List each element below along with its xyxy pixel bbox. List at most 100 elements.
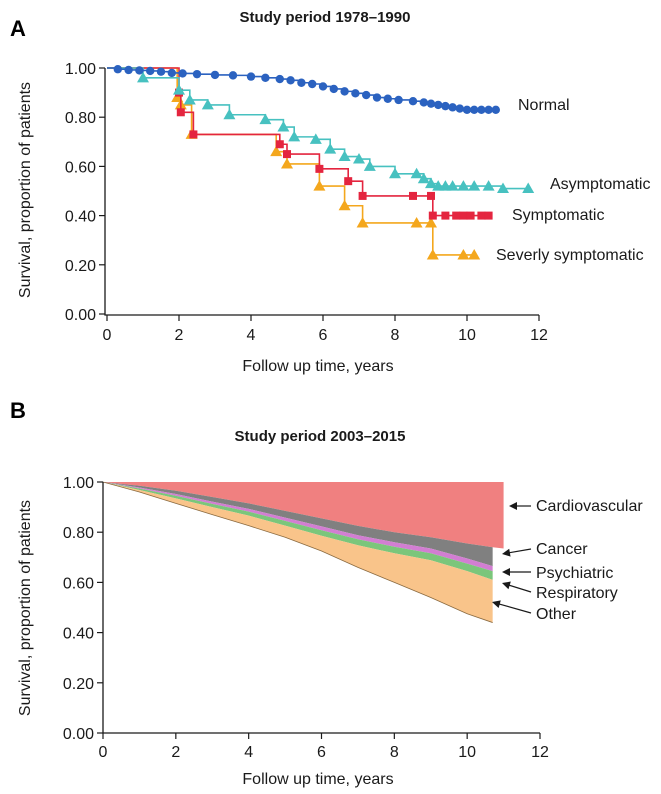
data-point: [441, 211, 450, 220]
data-point: [383, 94, 392, 103]
arrow-respiratory: [507, 584, 532, 593]
data-point: [309, 133, 322, 144]
arrow-cancer: [507, 548, 532, 554]
data-point: [288, 130, 301, 142]
data-point: [113, 65, 123, 74]
panel-b-category-labels: Cardiovascular Cancer Psychiatric Respirato…: [492, 498, 643, 623]
data-point: [408, 97, 418, 106]
data-point: [201, 98, 214, 110]
data-point: [167, 68, 176, 78]
data-point: [497, 182, 509, 194]
data-point: [427, 191, 435, 200]
data-point: [441, 101, 450, 111]
data-point: [482, 180, 495, 191]
data-point: [425, 216, 437, 228]
panel-a-ytick-label: 0.60: [65, 159, 96, 176]
data-point: [452, 211, 461, 220]
area-cardiovascular: [103, 482, 504, 549]
data-point: [176, 108, 185, 117]
data-point: [351, 89, 360, 98]
panel-b-xtick-label: 4: [244, 744, 253, 761]
data-point: [459, 211, 468, 220]
panel-b-ticks: 0 2 4 6 8 10 12 0.00 0.20 0.40 0.60 0.80 1.00: [63, 475, 549, 761]
panel-a-xtick-label: 2: [175, 327, 184, 344]
data-point: [297, 78, 306, 87]
series-severly-symptomatic: [107, 67, 481, 260]
data-point: [426, 248, 439, 260]
panel-b-ytick-label: 1.00: [63, 475, 94, 492]
data-point: [261, 73, 270, 83]
data-point: [353, 153, 365, 164]
data-point: [484, 211, 493, 220]
data-point: [210, 70, 220, 80]
data-point: [470, 105, 479, 115]
panel-a-ytick-label: 1.00: [65, 61, 96, 78]
data-point: [356, 216, 369, 228]
panel-a-xtick-label: 10: [458, 327, 476, 344]
panel-a-ylabel: Survival, proportion of patients: [17, 82, 34, 298]
panel-a: A Study period 1978–1990 0 2 4 6 8 10 12 0.00 0.…: [10, 9, 650, 375]
data-point: [338, 199, 351, 211]
arrow-other: [497, 603, 532, 614]
panel-a-title: Study period 1978–1990: [240, 9, 411, 26]
panel-b-xtick-label: 0: [99, 744, 108, 761]
data-point: [468, 248, 481, 260]
arrowhead-psychiatric: [502, 568, 510, 576]
data-point: [183, 93, 196, 105]
data-point: [324, 143, 337, 154]
data-point: [455, 104, 464, 113]
series-label-severly-symptomatic: Severly symptomatic: [496, 247, 644, 264]
data-point: [446, 180, 459, 191]
data-point: [417, 172, 430, 184]
data-point: [362, 90, 371, 100]
data-point: [137, 71, 149, 83]
area-bottom-edge: [102, 481, 493, 623]
data-point: [394, 95, 403, 105]
data-point: [281, 157, 293, 169]
data-point: [275, 140, 284, 149]
data-point: [522, 182, 535, 194]
data-point: [425, 177, 437, 189]
data-point: [135, 66, 144, 75]
series-normal: [107, 65, 500, 115]
data-point: [428, 211, 437, 220]
data-point: [173, 84, 185, 95]
category-label-other: Other: [536, 606, 577, 623]
data-point: [466, 211, 475, 220]
panel-b-ylabel: Survival, proportion of patients: [17, 500, 34, 716]
panel-a-series: [107, 65, 535, 260]
panel-b-title: Study period 2003–2015: [235, 428, 406, 445]
panel-a-xtick-label: 6: [319, 327, 328, 344]
data-point: [124, 65, 133, 75]
panel-b-ytick-label: 0.20: [63, 676, 94, 693]
data-point: [286, 76, 295, 85]
arrowhead-respiratory: [502, 581, 511, 590]
series-label-symptomatic: Symptomatic: [512, 207, 604, 224]
data-point: [283, 150, 291, 159]
data-point: [329, 84, 338, 94]
arrowhead-cancer: [502, 548, 511, 557]
panel-b-xtick-label: 12: [531, 744, 549, 761]
arrowhead-cardiovascular: [509, 502, 517, 510]
data-point: [389, 167, 401, 179]
data-point: [409, 191, 417, 200]
data-point: [246, 72, 256, 81]
data-point: [457, 248, 470, 260]
panel-b-ytick-label: 0.80: [63, 525, 94, 542]
panel-b-xlabel: Follow up time, years: [242, 771, 393, 788]
panel-b-xtick-label: 6: [317, 744, 326, 761]
data-point: [340, 87, 349, 96]
data-point: [313, 180, 326, 191]
panel-b-letter: B: [10, 398, 26, 423]
panel-a-ytick-label: 0.80: [65, 110, 96, 127]
data-point: [189, 130, 198, 139]
series-asymptomatic: [107, 67, 535, 194]
data-point: [318, 82, 328, 91]
data-point: [457, 180, 470, 191]
panel-a-ytick-label: 0.20: [65, 258, 96, 275]
panel-a-letter: A: [10, 16, 26, 41]
panel-a-xlabel: Follow up time, years: [242, 358, 393, 375]
data-point: [223, 108, 236, 120]
data-point: [434, 100, 443, 110]
